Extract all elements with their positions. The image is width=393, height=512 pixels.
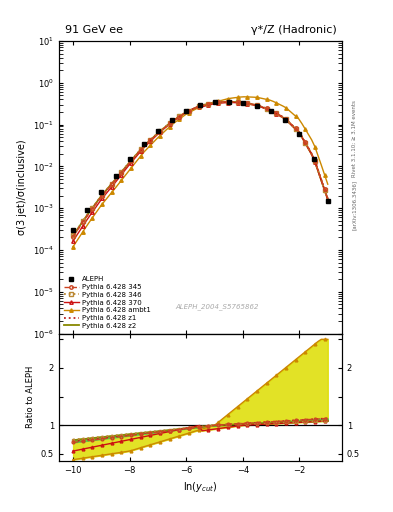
Text: ALEPH_2004_S5765862: ALEPH_2004_S5765862 xyxy=(176,304,259,310)
Legend: ALEPH, Pythia 6.428 345, Pythia 6.428 346, Pythia 6.428 370, Pythia 6.428 ambt1,: ALEPH, Pythia 6.428 345, Pythia 6.428 34… xyxy=(62,275,152,330)
Y-axis label: Ratio to ALEPH: Ratio to ALEPH xyxy=(26,366,35,429)
Text: γ*/Z (Hadronic): γ*/Z (Hadronic) xyxy=(250,25,336,35)
X-axis label: ln($y_{cut}$): ln($y_{cut}$) xyxy=(183,480,218,494)
Text: Rivet 3.1.10; ≥ 3.1M events: Rivet 3.1.10; ≥ 3.1M events xyxy=(352,100,357,177)
Y-axis label: σ(3 jet)/σ(inclusive): σ(3 jet)/σ(inclusive) xyxy=(17,139,28,235)
Text: [arXiv:1306.3436]: [arXiv:1306.3436] xyxy=(352,180,357,230)
Text: 91 GeV ee: 91 GeV ee xyxy=(64,25,123,35)
